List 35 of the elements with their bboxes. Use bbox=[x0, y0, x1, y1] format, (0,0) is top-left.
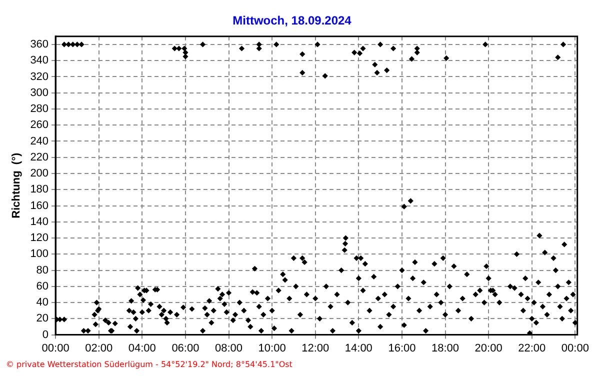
y-tick-label: 280 bbox=[30, 103, 49, 116]
y-tick-label: 80 bbox=[36, 264, 49, 276]
x-tick-label: 08:00 bbox=[214, 342, 243, 354]
y-axis-title: Richtung (°) bbox=[10, 152, 23, 218]
x-tick-label: 02:00 bbox=[85, 342, 113, 354]
x-tick-label: 20:00 bbox=[474, 342, 502, 354]
x-tick-label: 22:00 bbox=[518, 342, 546, 354]
x-tick-label: 12:00 bbox=[302, 342, 330, 354]
y-tick-label: 200 bbox=[30, 168, 49, 180]
chart-title: Mittwoch, 18.09.2024 bbox=[232, 14, 352, 28]
x-tick-label: 04:00 bbox=[128, 342, 156, 354]
y-tick-label: 160 bbox=[30, 200, 49, 212]
y-tick-label: 120 bbox=[30, 232, 49, 244]
y-tick-label: 220 bbox=[30, 151, 49, 164]
text: © private Wetterstation Süderlügum - 54°52'19.2" Nord; 8°54'45.1"Ost bbox=[6, 360, 292, 369]
y-tick-label: 140 bbox=[30, 216, 49, 228]
x-tick-label: 06:00 bbox=[172, 342, 200, 354]
y-tick-label: 320 bbox=[30, 70, 49, 83]
y-tick-label: 260 bbox=[30, 119, 49, 132]
y-tick-label: 340 bbox=[30, 54, 49, 67]
x-tick-label: 00:00 bbox=[42, 342, 70, 354]
y-tick-label: 60 bbox=[36, 280, 49, 292]
x-tick-label: 18:00 bbox=[432, 342, 460, 354]
y-tick-label: 360 bbox=[30, 38, 49, 50]
y-tick-label: 100 bbox=[30, 248, 49, 260]
y-tick-label: 20 bbox=[36, 312, 49, 325]
y-tick-label: 40 bbox=[36, 296, 49, 309]
y-tick-label: 0 bbox=[42, 328, 49, 341]
x-tick-label: 00:00 bbox=[561, 342, 589, 354]
y-tick-label: 180 bbox=[30, 184, 49, 196]
y-tick-label: 240 bbox=[30, 135, 49, 148]
x-tick-label: 14:00 bbox=[344, 342, 372, 354]
x-tick-label: 10:00 bbox=[258, 342, 286, 354]
x-tick-label: 16:00 bbox=[388, 342, 416, 354]
y-tick-label: 300 bbox=[30, 86, 49, 99]
